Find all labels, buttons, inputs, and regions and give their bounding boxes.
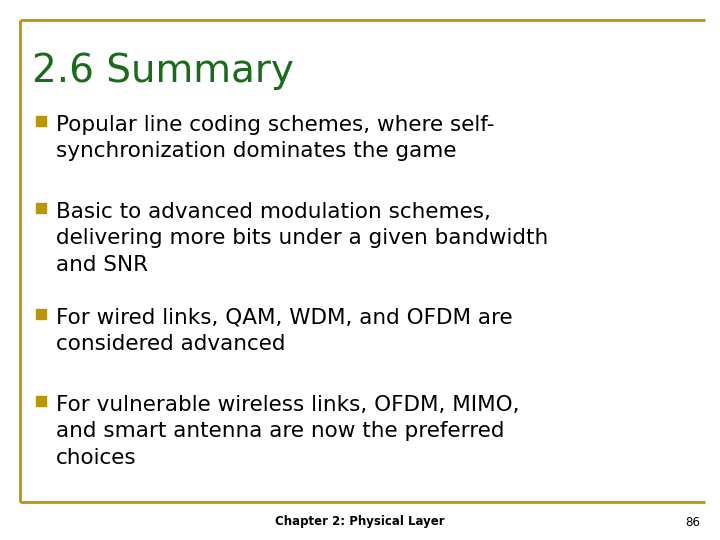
Text: 86: 86 — [685, 516, 700, 529]
Text: Popular line coding schemes, where self-
synchronization dominates the game: Popular line coding schemes, where self-… — [56, 115, 495, 161]
Bar — [36, 116, 46, 126]
Bar — [36, 309, 46, 319]
Text: For wired links, QAM, WDM, and OFDM are
considered advanced: For wired links, QAM, WDM, and OFDM are … — [56, 308, 513, 354]
Text: Chapter 2: Physical Layer: Chapter 2: Physical Layer — [275, 516, 445, 529]
Text: For vulnerable wireless links, OFDM, MIMO,
and smart antenna are now the preferr: For vulnerable wireless links, OFDM, MIM… — [56, 395, 520, 468]
Text: 2.6 Summary: 2.6 Summary — [32, 52, 294, 90]
Bar — [36, 396, 46, 406]
Bar — [36, 203, 46, 213]
Text: Basic to advanced modulation schemes,
delivering more bits under a given bandwid: Basic to advanced modulation schemes, de… — [56, 202, 548, 275]
